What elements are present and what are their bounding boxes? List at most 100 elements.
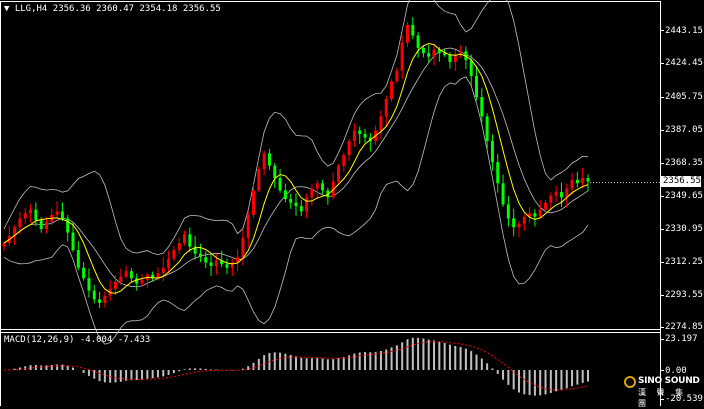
macd-signal-value: -7.433 (117, 335, 151, 345)
candle-body (246, 214, 250, 238)
candle-body (204, 257, 208, 263)
candle-body (273, 165, 277, 178)
candle-body (395, 70, 399, 82)
candle-body (283, 190, 287, 200)
candle-body (390, 81, 394, 99)
candle-body (352, 130, 356, 142)
price-tick: 2405.75 (665, 92, 703, 102)
candle-body (55, 211, 59, 215)
price-tick: 2312.25 (665, 257, 703, 267)
high-value: 2360.47 (96, 4, 135, 14)
candle-body (490, 141, 494, 163)
candle-body (448, 54, 452, 62)
candle-body (459, 51, 463, 55)
candle-body (549, 195, 553, 203)
candle-body (421, 47, 425, 54)
macd-main-value: -4.004 (79, 335, 113, 345)
candle-body (129, 271, 133, 279)
candle-body (586, 178, 590, 182)
candle-body (209, 262, 213, 266)
candlesticks[interactable] (2, 17, 590, 309)
candle-body (299, 206, 303, 212)
yellow-ma-line (3, 42, 589, 294)
candle-body (565, 188, 569, 198)
macd-tick: 0.00 (665, 366, 687, 376)
candle-body (517, 223, 521, 228)
logo-name: SINO SOUND (638, 376, 700, 386)
candle-body (289, 199, 293, 203)
upper-band-line (3, 0, 589, 256)
candle-body (135, 278, 139, 284)
candle-body (305, 197, 309, 212)
candle-body (411, 24, 415, 36)
candle-body (18, 218, 22, 228)
price-tick: 2424.45 (665, 58, 703, 68)
current-price-label: 2356.55 (661, 176, 701, 187)
candle-body (554, 192, 558, 196)
candle-body (103, 295, 107, 303)
candle-body (39, 220, 43, 230)
candle-body (71, 232, 75, 251)
candle-body (92, 290, 96, 300)
symbol-name: LLG,H4 (14, 4, 48, 14)
candle-body (252, 190, 256, 215)
price-tick: 2368.35 (665, 158, 703, 168)
logo-emblem-icon (624, 376, 636, 388)
candle-body (321, 183, 325, 191)
candle-body (34, 209, 38, 221)
candle-body (522, 216, 526, 224)
candle-body (358, 130, 362, 135)
candle-body (342, 155, 346, 166)
candle-body (198, 253, 202, 258)
candle-body (310, 188, 314, 198)
candle-body (538, 209, 542, 217)
candle-body (214, 260, 218, 266)
candle-body (544, 202, 548, 210)
candle-body (66, 218, 70, 233)
candle-body (432, 49, 436, 57)
candle-body (326, 190, 330, 198)
middle-band-line (3, 47, 589, 288)
candle-body (533, 213, 537, 217)
candle-body (559, 192, 563, 198)
candle-body (405, 24, 409, 43)
candle-body (220, 260, 224, 265)
price-tick: 2330.95 (665, 224, 703, 234)
candle-body (140, 280, 144, 284)
candle-body (528, 213, 532, 217)
candle-body (183, 234, 187, 244)
close-value: 2356.55 (182, 4, 221, 14)
price-tick: 2443.15 (665, 26, 703, 36)
price-tick: 2293.55 (665, 290, 703, 300)
candle-body (87, 278, 91, 291)
candle-body (475, 75, 479, 98)
candle-body (177, 243, 181, 251)
candle-body (485, 116, 489, 142)
candle-body (480, 97, 484, 117)
macd-label: MACD(12,26,9) (4, 335, 75, 345)
candle-body (400, 42, 404, 71)
candle-body (172, 250, 176, 259)
panel-borders (0, 1, 661, 406)
candle-body (416, 35, 420, 48)
moving-average (3, 42, 589, 294)
collapse-triangle-icon[interactable]: ▼ (4, 4, 10, 14)
macd-tick: -20.539 (665, 394, 703, 404)
candle-body (151, 274, 155, 279)
price-tick: 2387.05 (665, 125, 703, 135)
candle-body (76, 250, 80, 268)
candle-body (501, 183, 505, 205)
logo-subtitle: 漢 聲 集 團 (638, 388, 688, 408)
candle-body (506, 204, 510, 219)
candle-body (257, 169, 261, 191)
macd-histogram (8, 337, 589, 396)
candle-body (113, 281, 117, 289)
candle-body (23, 213, 27, 219)
candle-body (496, 162, 500, 184)
low-value: 2354.18 (139, 4, 178, 14)
candle-body (453, 54, 457, 62)
bollinger-bands (3, 0, 589, 345)
price-tick: 2349.65 (665, 191, 703, 201)
